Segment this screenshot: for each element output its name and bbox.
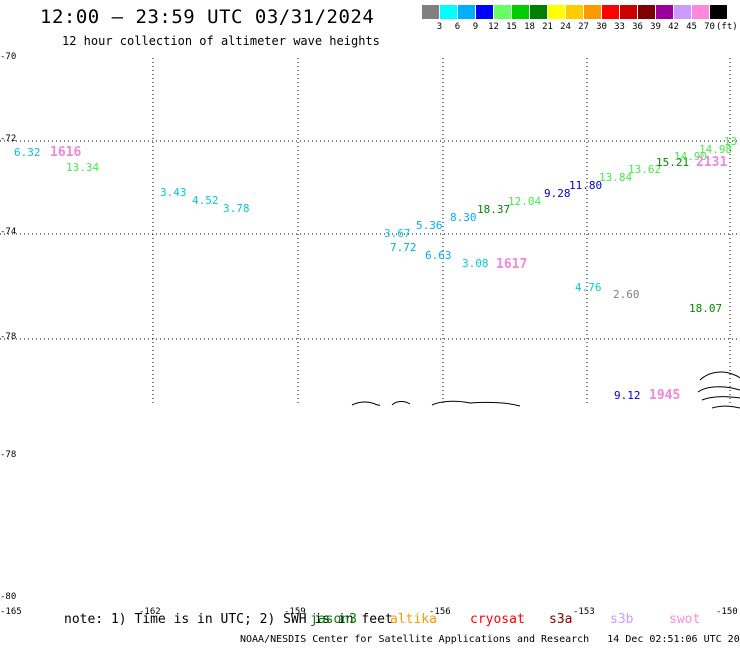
wave-height-value: 12.04 [508, 195, 542, 208]
legend-swatch [620, 5, 637, 19]
legend-swatch [656, 5, 673, 19]
legend-swatch [674, 5, 691, 19]
wave-height-value: 13. [724, 135, 740, 148]
legend-label: 12 [488, 22, 499, 32]
wave-height-value: 13.34 [66, 161, 100, 174]
wave-height-value: 3.67 [384, 227, 411, 240]
satellite-label: swot [669, 612, 701, 627]
coastline [351, 371, 740, 409]
wave-height-value: 6.63 [425, 249, 452, 262]
wave-height-value: 4.76 [575, 281, 602, 294]
legend-label: 6 [454, 22, 461, 32]
legend-swatch [638, 5, 655, 19]
legend-swatch [422, 5, 439, 19]
wave-height-value: 18.07 [689, 302, 723, 315]
lat-label: -78 [0, 332, 17, 342]
lon-label: -150 [716, 607, 738, 617]
legend-swatch [692, 5, 709, 19]
wave-height-value: 3.78 [223, 202, 250, 215]
units-note: note: 1) Time is in UTC; 2) SWH is in fe… [64, 612, 393, 627]
legend-swatch [566, 5, 583, 19]
legend-unit: (ft) [716, 22, 738, 32]
wave-height-value: 8.30 [450, 211, 477, 224]
legend-swatch [440, 5, 457, 19]
lon-label: -162 [139, 607, 161, 617]
page-subtitle: 12 hour collection of altimeter wave hei… [62, 34, 380, 48]
wave-height-value: 14.90 [674, 150, 708, 163]
wave-height-value: 4.52 [192, 194, 219, 207]
legend-label: 30 [596, 22, 607, 32]
legend-label: 45 [686, 22, 697, 32]
generated-timestamp: 14 Dec 02:51:06 UTC 2024 [607, 634, 740, 645]
legend-swatch [476, 5, 493, 19]
legend-swatch [710, 5, 727, 19]
pass-time-label: 1617 [496, 257, 528, 272]
wave-height-value: 15.21 [656, 156, 690, 169]
wave-height-value: 3.43 [160, 186, 187, 199]
wave-height-value: 3.08 [462, 257, 489, 270]
page-title: 12:00 — 23:59 UTC 03/31/2024 [40, 6, 375, 28]
satellite-label: cryosat [470, 612, 525, 627]
legend-label: 15 [506, 22, 517, 32]
lat-label: -78 [0, 450, 17, 460]
legend-swatch [548, 5, 565, 19]
lat-label: -80 [0, 592, 17, 602]
legend-label: 18 [524, 22, 535, 32]
legend-swatch [458, 5, 475, 19]
legend-swatch [512, 5, 529, 19]
lon-label: -165 [0, 607, 22, 617]
pass-time-label: 1616 [50, 145, 82, 160]
wave-height-value: 13.84 [599, 171, 633, 184]
satellite-label: jason3 [310, 612, 357, 627]
legend-swatch [494, 5, 511, 19]
legend-label: 39 [650, 22, 661, 32]
lon-label: -156 [429, 607, 451, 617]
wave-height-value: 2.60 [613, 288, 640, 301]
wave-height-value: 9.28 [544, 187, 571, 200]
satellite-label: s3a [549, 612, 573, 627]
legend-label: 42 [668, 22, 679, 32]
pass-time-label: 1945 [649, 388, 681, 403]
lon-label: -153 [573, 607, 595, 617]
legend-swatch [602, 5, 619, 19]
lat-label: -70 [0, 52, 17, 62]
wave-height-value: 11.80 [569, 179, 603, 192]
pass-time-label: 2131 [696, 155, 728, 170]
lat-label: -74 [0, 227, 17, 237]
legend-label: 21 [542, 22, 553, 32]
legend-label: 70 [704, 22, 715, 32]
legend-swatch [530, 5, 547, 19]
credit-line: NOAA/NESDIS Center for Satellite Applica… [240, 634, 740, 645]
lon-label: -159 [284, 607, 306, 617]
satellite-label: s3b [610, 612, 634, 627]
wave-height-value: 18.37 [477, 203, 511, 216]
wave-height-value: 14.98 [699, 143, 733, 156]
wave-height-value: 5.36 [416, 219, 443, 232]
legend-label: 33 [614, 22, 625, 32]
legend-label: 36 [632, 22, 643, 32]
lat-label: -72 [0, 134, 17, 144]
credit-text: NOAA/NESDIS Center for Satellite Applica… [240, 634, 590, 645]
legend-label: 9 [472, 22, 479, 32]
wave-height-value: 7.72 [390, 241, 417, 254]
legend-label: 27 [578, 22, 589, 32]
legend-swatch [584, 5, 601, 19]
wave-height-value: 13.62 [628, 163, 662, 176]
legend-label: 3 [436, 22, 443, 32]
wave-height-value: 6.32 [14, 146, 41, 159]
legend-label: 24 [560, 22, 571, 32]
satellite-label: altika [390, 612, 437, 627]
wave-height-value: 9.12 [614, 389, 641, 402]
